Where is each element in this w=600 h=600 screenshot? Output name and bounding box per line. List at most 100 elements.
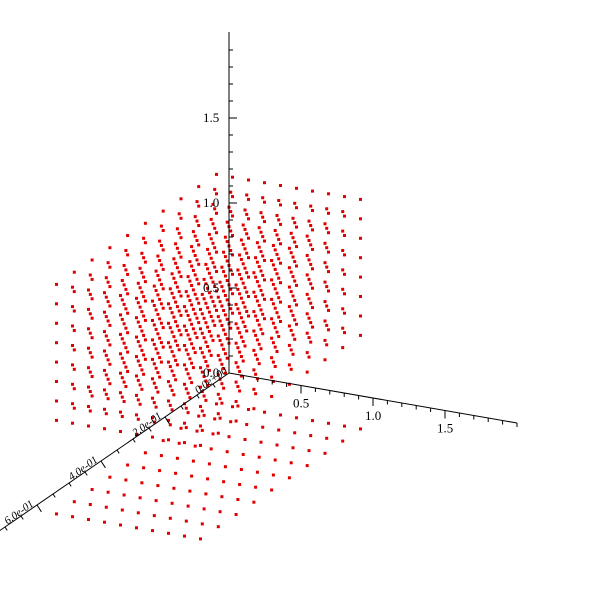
- data-point: [206, 345, 210, 348]
- data-point: [223, 294, 227, 297]
- data-point: [213, 246, 217, 250]
- data-point: [341, 210, 345, 214]
- data-point: [124, 326, 128, 330]
- data-point: [199, 327, 202, 331]
- data-point: [106, 358, 110, 362]
- data-point: [255, 260, 259, 264]
- data-point: [222, 289, 226, 293]
- data-point: [159, 224, 163, 228]
- data-point: [135, 316, 138, 320]
- data-point: [223, 255, 227, 259]
- data-point: [159, 282, 163, 286]
- data-point: [223, 274, 227, 278]
- data-point: [152, 323, 156, 327]
- data-point: [311, 228, 314, 232]
- data-point: [275, 443, 279, 447]
- data-point: [261, 332, 265, 336]
- data-point: [236, 365, 240, 369]
- data-point: [199, 537, 202, 541]
- data-point: [327, 270, 330, 274]
- data-point: [191, 307, 195, 311]
- data-point: [71, 285, 74, 289]
- data-point: [220, 304, 224, 308]
- data-point: [241, 223, 245, 227]
- data-point: [289, 290, 293, 294]
- data-point: [177, 251, 181, 255]
- data-point: [175, 305, 179, 309]
- data-point: [152, 381, 156, 385]
- data-point: [119, 371, 122, 375]
- data-point: [172, 393, 176, 397]
- data-point: [161, 326, 165, 330]
- data-point: [209, 447, 213, 451]
- data-point: [72, 290, 76, 294]
- data-point: [140, 251, 144, 255]
- data-point: [257, 284, 261, 288]
- data-point: [220, 362, 224, 366]
- data-point: [183, 382, 186, 386]
- data-point: [236, 287, 240, 291]
- data-point: [195, 200, 199, 204]
- data-point: [88, 292, 92, 296]
- data-point: [126, 272, 130, 276]
- data-point: [90, 297, 94, 301]
- data-point: [177, 441, 181, 445]
- data-point: [341, 249, 345, 252]
- data-point: [184, 329, 188, 332]
- data-point: [154, 499, 158, 503]
- data-point: [222, 367, 226, 371]
- data-point: [343, 292, 346, 296]
- z-tick-label: 0.0: [203, 365, 219, 380]
- data-point: [103, 407, 106, 411]
- data-point: [197, 243, 201, 247]
- data-point: [238, 272, 242, 276]
- data-point: [229, 190, 233, 194]
- data-point: [161, 306, 165, 310]
- data-point: [277, 276, 281, 280]
- data-point: [156, 312, 160, 316]
- data-point: [309, 224, 313, 227]
- data-point: [183, 363, 186, 367]
- data-point: [119, 294, 122, 297]
- data-point: [291, 333, 295, 337]
- data-point: [311, 247, 314, 251]
- data-point: [263, 239, 266, 243]
- data-point: [154, 289, 158, 292]
- data-point: [213, 323, 217, 327]
- data-point: [135, 296, 138, 300]
- data-point: [341, 229, 345, 233]
- data-point: [209, 237, 213, 241]
- data-point: [287, 246, 291, 250]
- data-point: [179, 333, 183, 337]
- data-point: [241, 359, 245, 363]
- data-point: [174, 261, 178, 265]
- data-point: [119, 332, 122, 336]
- data-point: [104, 315, 108, 319]
- data-point: [138, 496, 142, 500]
- data-point: [215, 211, 218, 215]
- data-point: [270, 317, 274, 321]
- data-point: [186, 352, 190, 356]
- data-point: [261, 254, 265, 258]
- data-point: [255, 470, 259, 474]
- data-point: [287, 382, 291, 386]
- data-point: [143, 221, 147, 225]
- data-point: [293, 337, 297, 341]
- data-point: [161, 248, 165, 252]
- data-point: [138, 305, 142, 309]
- data-point: [215, 250, 218, 254]
- data-point: [143, 338, 147, 342]
- data-point: [222, 328, 226, 332]
- data-point: [277, 335, 281, 338]
- data-point: [277, 428, 281, 432]
- data-point: [167, 438, 170, 442]
- data-point: [90, 336, 94, 340]
- data-point: [204, 282, 208, 286]
- data-point: [179, 294, 183, 298]
- data-point: [234, 361, 238, 365]
- data-point: [307, 449, 311, 453]
- data-point: [295, 225, 298, 229]
- data-point: [287, 266, 291, 270]
- data-point: [135, 413, 138, 417]
- data-point: [202, 355, 206, 359]
